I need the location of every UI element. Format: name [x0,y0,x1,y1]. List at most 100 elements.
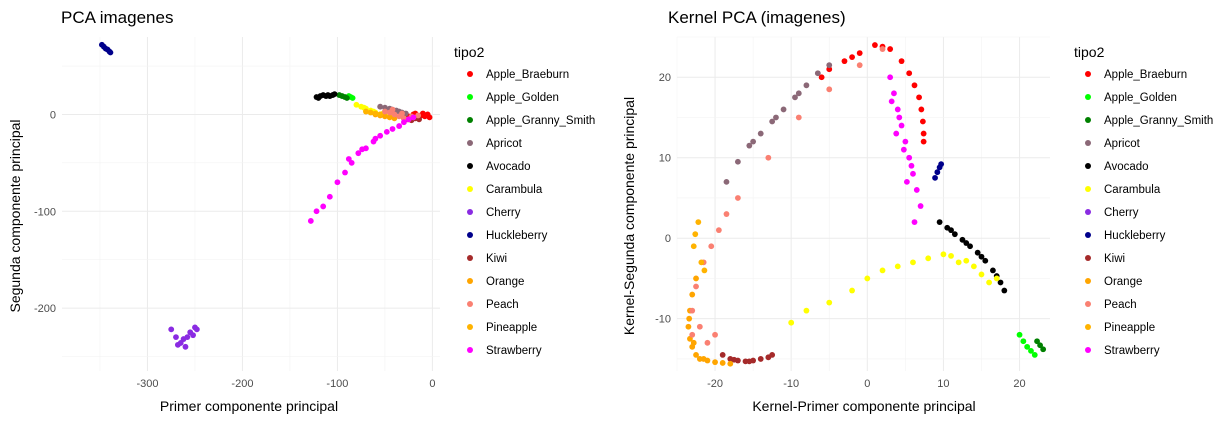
y-axis-label: Kernel-Segunda componente principal [621,97,637,335]
data-point [940,251,947,258]
legend-key [1085,140,1091,146]
legend-label: Kiwi [486,253,507,265]
legend-label: Cherry [486,207,521,219]
legend-label: Carambula [486,184,543,196]
data-point [382,108,388,115]
data-point [349,95,356,101]
data-point [888,98,895,105]
data-point [693,275,699,282]
legend-key [467,186,473,192]
data-point [910,170,916,177]
data-point [769,118,776,125]
x-tick-label: 0 [429,378,435,390]
data-point [184,334,191,341]
x-tick-label: -100 [326,378,348,390]
x-tick-label: -10 [783,378,799,390]
points [685,42,1047,367]
data-point [826,86,833,93]
legend-label: Apricot [486,138,523,150]
data-point [948,253,954,259]
legend-label: Apple_Granny_Smith [1104,115,1213,127]
y-tick-label: 20 [659,72,671,84]
data-point [803,82,810,89]
data-point [689,307,696,314]
legend-label: Kiwi [1104,253,1125,265]
data-point [405,116,412,123]
legend-label: Strawberry [486,345,542,357]
data-point [918,106,925,113]
y-tick-label: 10 [659,153,671,165]
data-point [955,259,962,266]
data-point [313,208,320,215]
data-point [856,50,863,56]
data-point [978,253,985,260]
data-point [919,118,926,125]
chart-title: Kernel PCA (imagenes) [668,8,846,27]
data-point [345,156,352,162]
data-point [382,113,388,120]
data-point [978,271,985,278]
data-point [948,227,954,234]
legend-key [1085,255,1091,261]
data-point [689,291,696,298]
legend-label: Apricot [1104,138,1141,150]
data-point [708,243,715,250]
data-point [712,359,718,366]
data-point [1028,347,1034,354]
data-point [326,193,333,200]
data-point [891,90,897,97]
data-point [792,94,798,101]
data-point [719,360,726,366]
legend: Apple_Braeburn Apple_Golden Apple_Granny_S… [467,69,595,357]
data-point [951,231,958,238]
data-point [692,231,699,238]
legend-label: Apple_Braeburn [1104,69,1187,81]
data-point [389,106,396,113]
data-point [986,279,993,286]
data-point [963,240,970,246]
legend-label: Huckleberry [1104,230,1166,242]
data-point [893,130,900,137]
legend-label: Pineapple [1104,322,1155,334]
data-point [719,352,726,358]
data-point [168,326,175,333]
data-point [1001,287,1008,294]
data-point [173,334,179,341]
data-point [910,259,916,266]
data-point [826,66,833,73]
legend-key [467,232,473,238]
legend-key [467,140,473,146]
data-point [757,356,764,362]
data-point [377,103,384,110]
data-point [193,326,200,333]
data-point [320,203,327,210]
data-point [887,74,894,81]
data-point [970,263,977,270]
data-point [795,114,802,121]
data-point [963,257,970,264]
legend-key [467,255,473,261]
data-point [913,187,920,193]
data-point [401,119,407,126]
y-tick-label: -100 [34,206,56,218]
data-point [415,112,422,119]
data-point [331,91,338,98]
y-tick-label: 0 [50,109,56,121]
data-point [731,356,737,363]
data-point [685,323,692,330]
legend-key [1085,324,1091,330]
legend-label: Strawberry [1104,345,1160,357]
x-tick-label: 20 [1013,378,1025,390]
y-axis-label: Segunda componente principal [7,119,23,312]
data-point [856,62,863,69]
kernel-pca-chart: Kernel PCA (imagenes) Kernel-Primer comp… [621,8,1213,414]
data-point [864,275,871,282]
data-point [355,150,362,157]
pca-chart: PCA imagenes Primer componente principal… [7,8,595,414]
legend-key [467,278,473,284]
data-point [1040,346,1047,353]
data-point [723,178,730,185]
data-point [734,158,741,165]
